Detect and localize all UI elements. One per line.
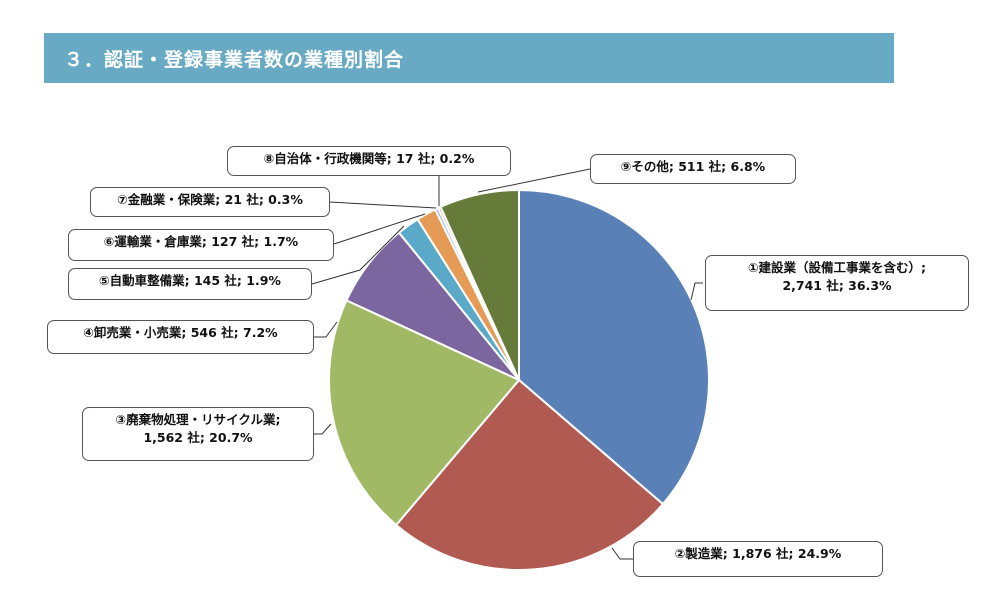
data-label-7: ⑦金融業・保険業; 21 社; 0.3% — [90, 187, 330, 217]
pie-slice-1 — [518, 188, 710, 506]
data-label-line1: ⑤自動車整備業; 145 社; 1.9% — [99, 273, 281, 288]
leader-line-4 — [314, 321, 338, 338]
pie-slice-9 — [439, 188, 520, 381]
data-label-6: ⑥運輸業・倉庫業; 127 社; 1.7% — [68, 229, 334, 261]
data-label-line1: ②製造業; 1,876 社; 24.9% — [674, 546, 842, 561]
data-label-line1: ⑥運輸業・倉庫業; 127 社; 1.7% — [103, 234, 299, 249]
data-label-line1: ①建設業（設備工事業を含む）; — [747, 260, 927, 275]
section-header-banner: ３．認証・登録事業者数の業種別割合 — [44, 33, 894, 83]
leader-line-6 — [333, 213, 426, 245]
data-label-line1: ⑧自治体・行政機関等; 17 社; 0.2% — [263, 151, 475, 166]
data-label-line1: ④卸売業・小売業; 546 社; 7.2% — [83, 325, 278, 340]
pie-slice-2 — [394, 378, 665, 571]
leader-line-2 — [611, 547, 633, 560]
leader-line-5 — [311, 225, 405, 285]
data-label-line2: 1,562 社; 20.7% — [143, 430, 253, 445]
data-label-8: ⑧自治体・行政機関等; 17 社; 0.2% — [227, 146, 511, 176]
leader-line-9 — [477, 168, 591, 193]
leader-line-7 — [329, 201, 437, 209]
data-label-1: ①建設業（設備工事業を含む）; 2,741 社; 36.3% — [705, 255, 969, 311]
data-label-line1: ⑦金融業・保険業; 21 社; 0.3% — [117, 192, 303, 207]
data-label-9: ⑨その他; 511 社; 6.8% — [590, 154, 796, 184]
data-label-5: ⑤自動車整備業; 145 社; 1.9% — [68, 268, 312, 300]
leader-line-1 — [690, 282, 703, 301]
data-label-line1: ③廃棄物処理・リサイクル業; — [115, 412, 281, 427]
data-label-line1: ⑨その他; 511 社; 6.8% — [620, 159, 766, 174]
pie-slice-3 — [328, 299, 521, 527]
data-label-3: ③廃棄物処理・リサイクル業; 1,562 社; 20.7% — [82, 407, 314, 461]
data-label-2: ②製造業; 1,876 社; 24.9% — [633, 541, 883, 577]
data-label-4: ④卸売業・小売業; 546 社; 7.2% — [47, 320, 314, 354]
data-label-line2: 2,741 社; 36.3% — [782, 278, 892, 293]
section-title: ３．認証・登録事業者数の業種別割合 — [64, 49, 405, 71]
leader-line-3 — [314, 423, 332, 435]
